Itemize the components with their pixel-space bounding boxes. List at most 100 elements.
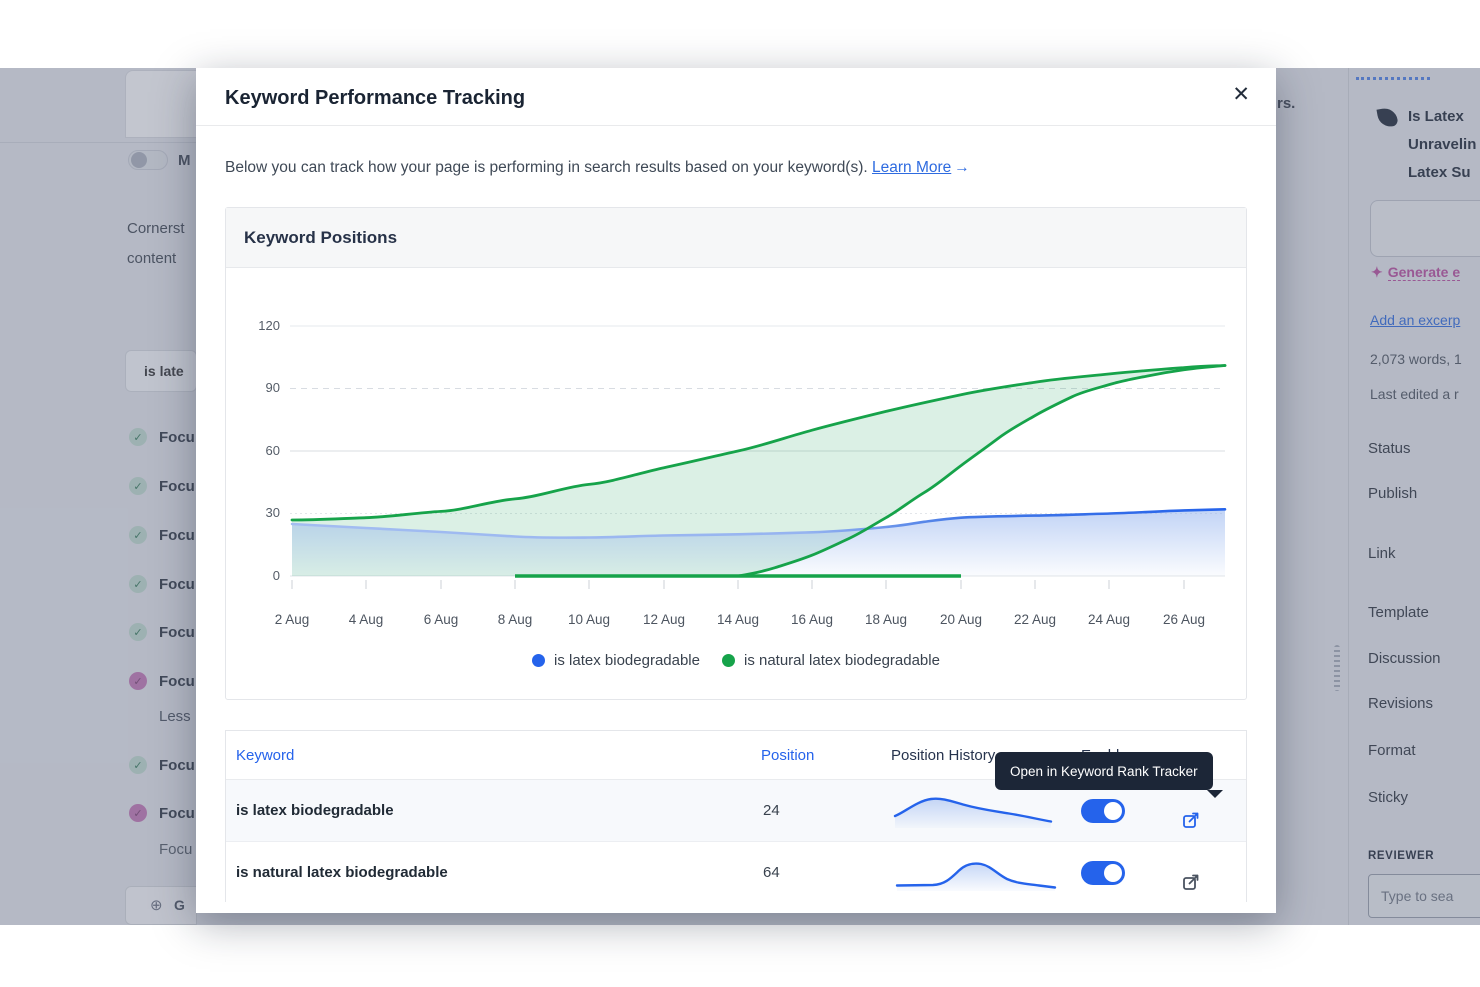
- svg-text:90: 90: [266, 380, 280, 395]
- learn-more-link[interactable]: Learn More: [872, 159, 952, 176]
- chart-card-header: Keyword Positions: [226, 208, 1246, 268]
- cornerstone-text-line2: content: [127, 250, 177, 267]
- sidebar-divider: [1348, 68, 1349, 925]
- position-cell: 64: [763, 864, 780, 881]
- background-toggle-off: [128, 150, 168, 170]
- focus-item: ✓ Focu: [129, 575, 195, 593]
- scrollbar-handle: [1334, 645, 1340, 691]
- svg-text:12 Aug: 12 Aug: [643, 612, 685, 627]
- less-label: Less: [159, 708, 191, 725]
- enable-toggle[interactable]: [1081, 860, 1125, 885]
- reviewer-label: REVIEWER: [1368, 850, 1435, 862]
- sidebar-item-format: Format: [1368, 742, 1416, 759]
- open-in-rank-tracker-icon[interactable]: [1181, 872, 1248, 892]
- svg-text:30: 30: [266, 505, 280, 520]
- enable-toggle[interactable]: [1081, 798, 1125, 823]
- check-circle-icon: ✓: [129, 526, 147, 544]
- modal-description: Below you can track how your page is per…: [225, 159, 970, 176]
- dot-circle-icon: ✓: [129, 804, 147, 822]
- check-circle-icon: ✓: [129, 477, 147, 495]
- focus-subline: Focu: [159, 841, 193, 858]
- keyword-cell: is latex biodegradable: [236, 802, 394, 819]
- header-keyword[interactable]: Keyword: [236, 746, 295, 764]
- cornerstone-text-line1: Cornerst: [127, 220, 185, 237]
- svg-text:10 Aug: 10 Aug: [568, 612, 610, 627]
- check-circle-icon: ✓: [129, 575, 147, 593]
- legend-item-blue[interactable]: is latex biodegradable: [532, 652, 700, 669]
- sidebar-item-publish: Publish: [1368, 485, 1418, 502]
- left-divider: [0, 142, 197, 143]
- focus-item: ✓ Focu: [129, 804, 195, 822]
- sidebar-dotted-indicator: [1356, 77, 1430, 80]
- excerpt-box: [1370, 200, 1480, 257]
- modal-title: Keyword Performance Tracking: [225, 87, 526, 109]
- green-upper-line: [290, 364, 1227, 522]
- table-row: is latex biodegradable 24: [226, 780, 1246, 841]
- x-axis-labels: 2 Aug 4 Aug 6 Aug 8 Aug 10 Aug 12 Aug 14…: [275, 612, 1205, 627]
- word-count: 2,073 words, 1: [1370, 351, 1462, 367]
- green-band-area: [292, 365, 1225, 576]
- sidebar-item-link: Link: [1368, 545, 1396, 562]
- svg-text:22 Aug: 22 Aug: [1014, 612, 1056, 627]
- focus-item: ✓ Focu: [129, 477, 195, 495]
- focus-item: ✓ Focu: [129, 623, 195, 641]
- modal-header-divider: [196, 125, 1276, 126]
- x-axis-ticks: [291, 580, 1185, 589]
- sparkle-icon: ✦: [1371, 264, 1383, 280]
- legend-item-green[interactable]: is natural latex biodegradable: [721, 652, 940, 669]
- keyword-positions-chart: 120 90 60 30 0 2 Aug 4 Aug 6 Aug 8 Aug 1…: [258, 318, 1227, 627]
- sidebar-item-template: Template: [1368, 604, 1429, 621]
- circled-plus-icon: ⊕: [150, 897, 163, 914]
- svg-text:0: 0: [273, 568, 280, 583]
- chart-legend: is latex biodegradable is natural latex …: [226, 652, 1246, 669]
- svg-text:18 Aug: 18 Aug: [865, 612, 907, 627]
- focus-item: ✓ Focu: [129, 672, 195, 690]
- reviewer-search-box: [1368, 874, 1480, 918]
- chart-title: Keyword Positions: [244, 228, 398, 247]
- keyword-performance-modal: Keyword Performance Tracking ✕ Below you…: [196, 68, 1276, 913]
- left-bottom-button: ⊕ G: [125, 886, 197, 925]
- post-title-line3: Latex Su: [1408, 164, 1471, 181]
- svg-text:2 Aug: 2 Aug: [275, 612, 310, 627]
- sidebar-item-discussion: Discussion: [1368, 650, 1441, 667]
- open-in-rank-tracker-icon[interactable]: [1181, 810, 1248, 830]
- blue-dot-icon: [532, 654, 546, 667]
- sidebar-item-sticky: Sticky: [1368, 789, 1409, 806]
- svg-text:24 Aug: 24 Aug: [1088, 612, 1130, 627]
- svg-text:16 Aug: 16 Aug: [791, 612, 833, 627]
- dot-circle-icon: ✓: [129, 672, 147, 690]
- reviewer-search-input: [1369, 875, 1480, 917]
- position-cell: 24: [763, 802, 780, 819]
- y-axis-labels: 120 90 60 30 0: [258, 318, 280, 583]
- position-history-sparkline: [893, 797, 1053, 828]
- position-history-sparkline: [895, 862, 1057, 891]
- generate-link: ✦ Generate e: [1371, 264, 1461, 281]
- background-toggle-label: M: [178, 152, 191, 169]
- focus-item: ✓ Focu: [129, 526, 195, 544]
- check-circle-icon: ✓: [129, 623, 147, 641]
- close-icon[interactable]: ✕: [1232, 83, 1250, 106]
- svg-text:8 Aug: 8 Aug: [498, 612, 533, 627]
- blue-area: [292, 509, 1225, 576]
- table-row: is natural latex biodegradable 64: [226, 841, 1246, 903]
- focus-item: ✓ Focu: [129, 428, 195, 446]
- svg-text:26 Aug: 26 Aug: [1163, 612, 1205, 627]
- header-position[interactable]: Position: [761, 746, 815, 764]
- sidebar-item-status: Status: [1368, 440, 1411, 457]
- focus-item: ✓ Focu: [129, 756, 195, 774]
- blue-series-line: [290, 508, 1227, 539]
- arrow-right-icon: →: [954, 159, 970, 176]
- header-position-history: Position History: [891, 746, 996, 764]
- add-excerpt-link: Add an excerp: [1370, 312, 1461, 328]
- keyword-positions-card: Keyword Positions: [225, 207, 1247, 700]
- post-title-line2: Unravelin: [1408, 136, 1477, 153]
- green-dot-icon: [721, 654, 735, 667]
- check-circle-icon: ✓: [129, 756, 147, 774]
- green-lower-line: [736, 364, 1227, 578]
- post-title-line1: Is Latex: [1408, 108, 1464, 125]
- left-metabox-corner: [125, 70, 197, 138]
- last-edited: Last edited a r: [1370, 386, 1459, 402]
- svg-text:14 Aug: 14 Aug: [717, 612, 759, 627]
- cut-text: rs.: [1277, 95, 1296, 112]
